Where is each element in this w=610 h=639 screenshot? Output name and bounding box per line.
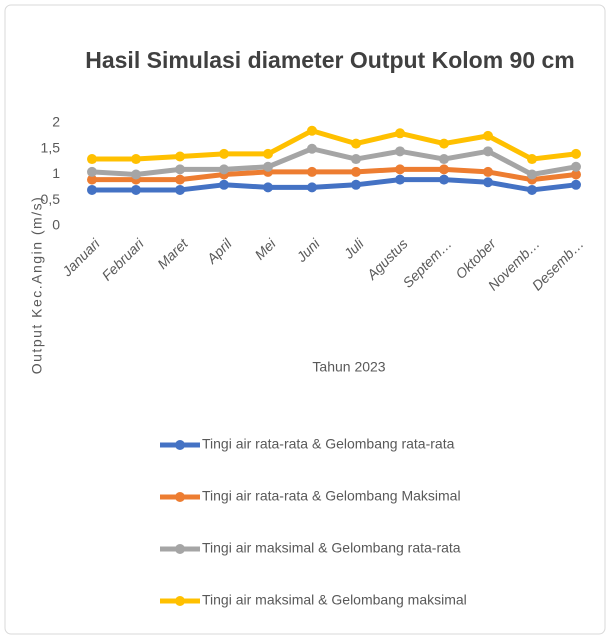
point [351,166,361,177]
y-tick-label: 0,5 [41,191,61,207]
point [351,179,361,190]
point [131,154,141,165]
point [307,182,317,193]
legend-label: Tingi air maksimal & Gelombang rata-rata [202,540,461,556]
legend-label: Tingi air rata-rata & Gelombang Maksimal [202,488,461,504]
legend-label: Tingi air maksimal & Gelombang maksimal [202,592,467,608]
point [439,154,449,165]
legend-label: Tingi air rata-rata & Gelombang rata-rat… [202,436,455,452]
point [571,161,581,172]
point [219,164,229,175]
series-line [92,128,577,162]
point [87,154,97,165]
y-tick-label: 2 [52,114,60,130]
point [131,169,141,180]
series-line [92,166,577,183]
point [131,184,141,195]
legend-marker [175,596,185,606]
point [219,148,229,159]
point [483,177,493,188]
point [571,179,581,190]
point [571,169,581,180]
point [483,130,493,141]
point [175,174,185,185]
point [87,184,97,195]
point [483,166,493,177]
point [307,166,317,177]
legend-marker [175,492,185,502]
chart-title: Hasil Simulasi diameter Output Kolom 90 … [85,47,575,73]
legend-marker [175,440,185,450]
point [395,146,405,157]
point [439,164,449,175]
y-tick-label: 0 [52,217,60,233]
y-axis-label: Output Kec.Angin (m/s) [29,196,45,375]
point [219,179,229,190]
point [307,143,317,154]
point [87,166,97,177]
point [263,148,273,159]
point [395,174,405,185]
point [527,169,537,180]
point [351,154,361,165]
x-axis-label: Tahun 2023 [312,359,385,375]
point [263,182,273,193]
point [483,146,493,157]
point [395,128,405,139]
y-tick-label: 1,5 [41,139,61,155]
point [175,164,185,175]
point [439,138,449,149]
legend-marker [175,544,185,554]
point [527,154,537,165]
chart-border [4,4,606,635]
series-line [92,177,577,193]
y-tick-label: 1 [52,165,60,181]
point [263,161,273,172]
point [395,164,405,175]
point [527,184,537,195]
point [175,151,185,162]
point [351,138,361,149]
point [175,184,185,195]
point [307,125,317,136]
point [87,174,97,185]
series-line [91,146,577,177]
point [571,148,581,159]
point [439,174,449,185]
